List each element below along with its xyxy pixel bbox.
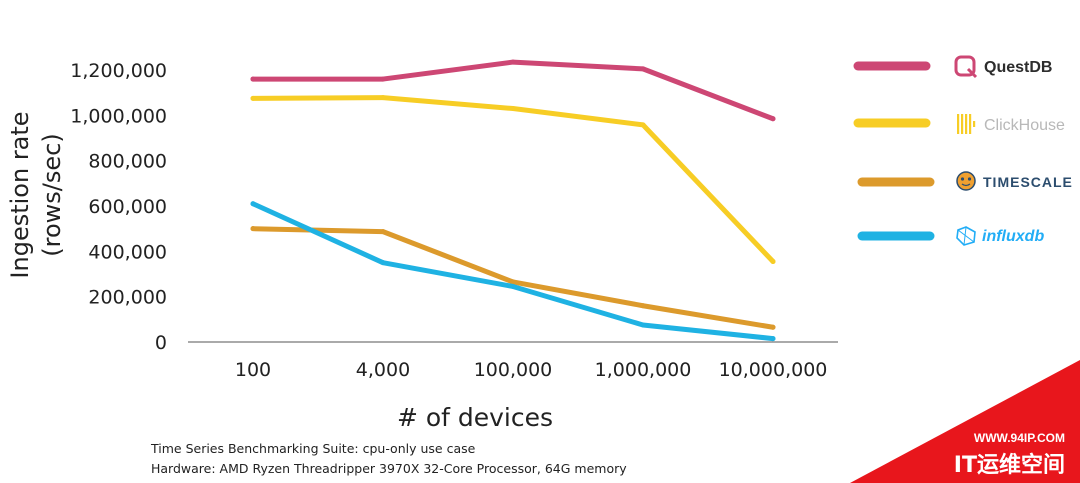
legend-item-clickhouse: ClickHouse [853, 114, 1065, 134]
legend-label-clickhouse: ClickHouse [984, 117, 1065, 134]
data-point-questdb [510, 59, 516, 65]
y-tick-label: 0 [155, 332, 167, 354]
data-point-influxdb [380, 260, 386, 266]
influxdb-logo-icon [956, 226, 976, 246]
data-point-timescale [250, 226, 256, 232]
y-tick-label: 400,000 [88, 241, 167, 263]
y-axis-title-line-1: Ingestion rate [6, 111, 34, 278]
legend-item-timescale: TIMESCALE [857, 171, 1073, 191]
data-point-questdb [250, 76, 256, 82]
legend-label-influxdb: influxdb [982, 228, 1044, 245]
data-point-timescale [770, 324, 776, 330]
series-line-influxdb [250, 201, 776, 342]
x-axis-title: # of devices [397, 403, 553, 432]
data-point-questdb [380, 76, 386, 82]
legend-item-questdb: QuestDB [853, 55, 1052, 79]
y-tick-label: 600,000 [88, 196, 167, 218]
legend-label-questdb: QuestDB [984, 59, 1052, 76]
legend: QuestDB ClickHouse TIMESCALE [853, 55, 1073, 246]
y-axis-title-line-2: (rows/sec) [38, 133, 66, 256]
x-tick-labels: 100 4,000 100,000 1,000,000 10,000,000 [235, 359, 828, 381]
data-point-clickhouse [770, 259, 776, 265]
watermark-url: WWW.94IP.COM [974, 431, 1065, 445]
data-point-influxdb [770, 336, 776, 342]
data-point-clickhouse [510, 106, 516, 112]
data-point-influxdb [640, 322, 646, 328]
x-tick-label: 1,000,000 [595, 359, 692, 381]
y-tick-label: 800,000 [88, 151, 167, 173]
data-point-timescale [380, 229, 386, 235]
questdb-logo-icon [954, 55, 978, 79]
data-point-timescale [640, 303, 646, 309]
data-point-clickhouse [640, 122, 646, 128]
data-point-influxdb [250, 201, 256, 207]
x-tick-label: 100 [235, 359, 271, 381]
legend-label-timescale: TIMESCALE [983, 174, 1073, 190]
y-tick-label: 200,000 [88, 287, 167, 309]
legend-item-influxdb: influxdb [857, 226, 1044, 246]
data-point-timescale [510, 279, 516, 285]
data-point-clickhouse [380, 95, 386, 101]
x-tick-label: 10,000,000 [719, 359, 828, 381]
series-lines [250, 59, 776, 342]
x-tick-label: 4,000 [356, 359, 410, 381]
series-line-timescale [250, 226, 776, 330]
data-point-questdb [770, 116, 776, 122]
y-tick-labels: 0 200,000 400,000 600,000 800,000 1,000,… [70, 60, 167, 354]
timescale-tiger-logo-icon [956, 171, 976, 191]
y-tick-label: 1,000,000 [70, 105, 167, 127]
watermark-triangle [850, 360, 1080, 483]
y-axis-title: Ingestion rate (rows/sec) [6, 111, 66, 278]
data-point-influxdb [510, 283, 516, 289]
clickhouse-logo-icon [957, 114, 976, 134]
footnote-hardware: Hardware: AMD Ryzen Threadripper 3970X 3… [151, 461, 627, 476]
y-tick-label: 1,200,000 [70, 60, 167, 82]
watermark-name: IT运维空间 [954, 452, 1065, 478]
footnote-suite: Time Series Benchmarking Suite: cpu-only… [150, 441, 476, 456]
data-point-questdb [640, 66, 646, 72]
data-point-clickhouse [250, 95, 256, 101]
x-tick-label: 100,000 [474, 359, 553, 381]
